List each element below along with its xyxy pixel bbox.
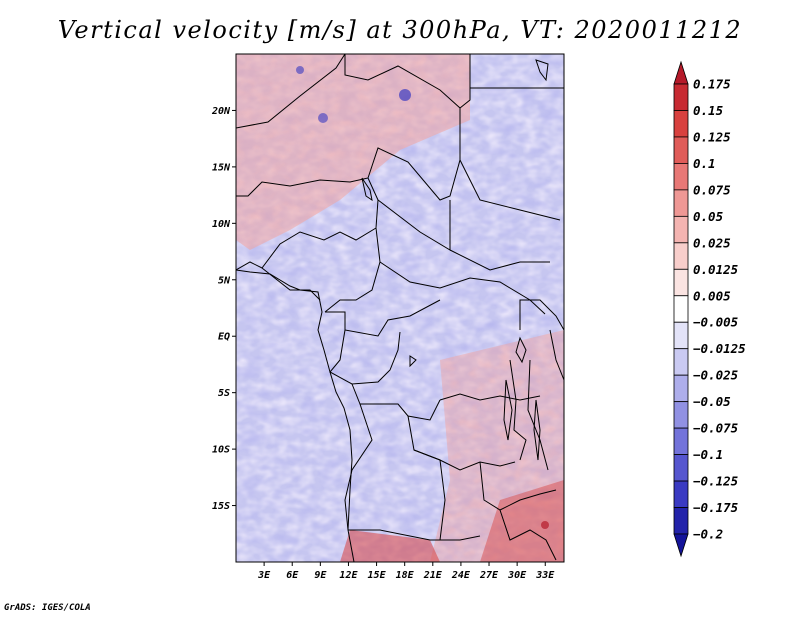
x-tick-label: 18E — [396, 570, 415, 581]
colorbar-label: 0.175 — [693, 77, 731, 92]
colorbar-bottom-triangle — [673, 533, 689, 558]
colorbar-cell — [673, 242, 689, 270]
y-tick-label: 15S — [212, 501, 230, 512]
x-tick-label: 24E — [451, 570, 471, 581]
colorbar-cell — [673, 110, 689, 138]
colorbar-label: 0.125 — [693, 129, 731, 144]
x-tick-label: 15E — [368, 570, 387, 581]
colorbar-cell — [673, 163, 689, 191]
colorbar-label: −0.05 — [693, 394, 731, 409]
y-tick-label: 10S — [212, 445, 230, 456]
colorbar-label: −0.075 — [693, 421, 739, 436]
colorbar-label: 0.05 — [693, 209, 724, 224]
colorbar-cell — [673, 480, 689, 508]
colorbar-cell — [673, 401, 689, 429]
colorbar-cell — [673, 454, 689, 482]
x-tick-label: 21E — [423, 570, 443, 581]
y-tick-label: 20N — [211, 106, 231, 117]
chart-title: Vertical velocity [m/s] at 300hPa, VT: 2… — [57, 16, 743, 44]
colorbar-cell — [673, 348, 689, 376]
colorbar-cell — [673, 427, 689, 455]
velocity-field — [236, 54, 564, 562]
colorbar-cell — [673, 268, 689, 297]
x-tick-label: 3E — [257, 570, 271, 581]
x-tick-label: 30E — [507, 570, 527, 581]
colorbar-label: 0.0125 — [693, 262, 739, 277]
colorbar-cell — [673, 83, 689, 111]
y-tick-label: 10N — [212, 219, 231, 230]
colorbar-label: −0.025 — [693, 368, 739, 383]
y-tick-label: 15N — [212, 162, 231, 173]
credit-text: GrADS: IGES/COLA — [4, 603, 91, 613]
y-tick-label: 5N — [218, 275, 231, 286]
colorbar-label: 0.025 — [693, 235, 731, 250]
colorbar-label: 0.075 — [693, 182, 731, 197]
colorbar-label: −0.175 — [693, 500, 739, 515]
x-tick-label: 9E — [314, 570, 327, 581]
colorbar-label: 0.15 — [693, 103, 724, 118]
colorbar-label: −0.005 — [693, 315, 739, 330]
x-tick-label: 27E — [479, 570, 499, 581]
x-axis: 3E 6E 9E 12E 15E 18E 21E 24E 27E 30E 33E — [257, 562, 555, 581]
colorbar-label: −0.0125 — [693, 341, 746, 356]
colorbar-top-triangle — [673, 60, 689, 85]
colorbar-label: 0.1 — [693, 156, 716, 171]
y-axis: 20N 15N 10N 5N EQ 5S 10S 15S — [211, 106, 236, 512]
colorbar-cell — [673, 321, 689, 350]
colorbar-cell — [673, 189, 689, 217]
colorbar-cell — [673, 295, 689, 323]
colorbar-cell — [673, 507, 689, 535]
plot-frame — [235, 53, 565, 563]
colorbar-cell — [673, 215, 689, 244]
y-tick-label: 5S — [218, 388, 230, 399]
colorbar-label: 0.005 — [693, 288, 731, 303]
colorbar-cell — [673, 136, 689, 164]
colorbar-label: −0.2 — [693, 527, 723, 542]
x-tick-label: 12E — [339, 570, 358, 581]
colorbar-label: −0.125 — [693, 474, 739, 489]
colorbar-label: −0.1 — [693, 447, 723, 462]
country-borders — [236, 54, 564, 562]
y-tick-label: EQ — [218, 332, 230, 343]
x-tick-label: 6E — [286, 570, 299, 581]
colorbar-cell — [673, 374, 689, 403]
x-tick-label: 33E — [535, 570, 555, 581]
